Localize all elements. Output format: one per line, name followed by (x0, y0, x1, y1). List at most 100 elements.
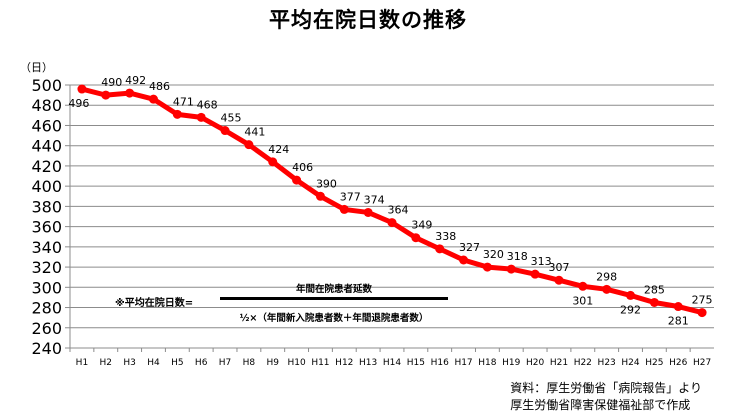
data-label: 486 (149, 80, 170, 93)
data-point (697, 308, 707, 318)
data-label: 320 (483, 248, 504, 261)
x-axis-ticks: H1 H2 H3 H4 H5 H6 H7 H8 H9 H10 H11 H12 H13 H14 H15 H16 H… (69, 348, 711, 368)
data-point (125, 88, 135, 98)
data-label: 406 (292, 161, 313, 174)
x-tick-label: H3 (123, 358, 136, 368)
y-tick-label: 300 (31, 278, 62, 297)
data-label: 468 (197, 98, 218, 111)
data-label: 490 (101, 76, 122, 89)
x-tick-label: H1 (76, 358, 89, 368)
data-label: 338 (435, 230, 456, 243)
data-label: 301 (572, 294, 593, 307)
data-point (315, 191, 325, 201)
data-point (459, 255, 469, 265)
x-tick-label: H10 (287, 358, 305, 368)
x-tick-label: H27 (693, 358, 711, 368)
data-point (482, 262, 492, 272)
data-label: 374 (364, 193, 385, 206)
data-point (530, 269, 540, 279)
data-label: 313 (531, 255, 552, 268)
data-label: 285 (644, 283, 665, 296)
data-label: 496 (68, 97, 89, 110)
data-label: 318 (507, 250, 528, 263)
data-point (77, 84, 87, 94)
data-point (292, 175, 302, 185)
data-label: 455 (221, 112, 242, 125)
x-tick-label: H21 (550, 358, 568, 368)
source-line-1: 資料：厚生労働省「病院報告」より (510, 381, 702, 395)
y-tick-label: 400 (31, 177, 62, 196)
data-label: 390 (316, 177, 337, 190)
y-tick-label: 380 (31, 197, 62, 216)
y-tick-label: 360 (31, 218, 62, 237)
y-tick-label: 500 (31, 76, 62, 95)
data-label: 275 (692, 294, 713, 307)
x-tick-label: H25 (645, 358, 663, 368)
x-tick-label: H11 (311, 358, 329, 368)
data-point (101, 90, 111, 100)
y-tick-label: 440 (31, 137, 62, 156)
data-label: 377 (340, 190, 361, 203)
data-label: 307 (548, 261, 569, 274)
x-tick-label: H18 (478, 358, 496, 368)
x-tick-label: H8 (243, 358, 256, 368)
x-tick-label: H6 (195, 358, 208, 368)
data-point (554, 275, 564, 285)
data-point (626, 290, 636, 300)
data-point (506, 264, 516, 274)
data-label: 327 (459, 241, 480, 254)
y-tick-label: 320 (31, 258, 62, 277)
data-label: 424 (268, 143, 289, 156)
gridlines (65, 84, 714, 349)
data-point (268, 157, 278, 167)
y-tick-label: 280 (31, 299, 62, 318)
x-tick-label: H17 (454, 358, 472, 368)
x-tick-label: H13 (359, 358, 377, 368)
data-point (387, 218, 397, 228)
x-tick-label: H23 (598, 358, 616, 368)
source-line-2: 厚生労働省障害保健福祉部で作成 (510, 398, 691, 412)
y-tick-label: 460 (31, 116, 62, 135)
data-point (196, 112, 206, 122)
series-group (77, 84, 707, 318)
x-tick-label: H15 (407, 358, 425, 368)
data-label: 441 (244, 126, 265, 139)
y-tick-label: 260 (31, 319, 62, 338)
y-axis-label: （日） (20, 61, 53, 74)
data-label: 281 (668, 315, 689, 328)
formula-fraction-bar (220, 297, 448, 300)
x-tick-label: H20 (526, 358, 544, 368)
data-point (673, 302, 683, 312)
data-point (602, 284, 612, 294)
data-point (649, 297, 659, 307)
x-tick-label: H24 (621, 358, 639, 368)
data-point (172, 109, 182, 119)
x-tick-label: H7 (219, 358, 232, 368)
y-tick-label: 240 (31, 339, 62, 358)
chart-title: 平均在院日数の推移 (269, 8, 467, 32)
data-label: 471 (173, 95, 194, 108)
data-point (435, 244, 445, 254)
formula-numerator: 年間在院患者延数 (295, 284, 372, 295)
x-tick-label: H2 (100, 358, 113, 368)
x-tick-label: H12 (335, 358, 353, 368)
data-point (148, 94, 158, 104)
data-point (411, 233, 421, 243)
data-label: 298 (596, 270, 617, 283)
data-label: 349 (411, 219, 432, 232)
y-tick-label: 340 (31, 238, 62, 257)
source-note: 資料：厚生労働省「病院報告」より 厚生労働省障害保健福祉部で作成 (510, 380, 702, 414)
x-tick-label: H9 (266, 358, 279, 368)
data-point (363, 207, 373, 217)
x-tick-label: H14 (383, 358, 401, 368)
x-tick-label: H5 (171, 358, 184, 368)
data-label: 492 (125, 74, 146, 87)
x-tick-label: H22 (574, 358, 592, 368)
data-label: 364 (388, 204, 409, 217)
x-tick-label: H19 (502, 358, 520, 368)
y-tick-label: 480 (31, 96, 62, 115)
formula-label: ※平均在院日数= (115, 298, 194, 309)
x-tick-label: H26 (669, 358, 687, 368)
